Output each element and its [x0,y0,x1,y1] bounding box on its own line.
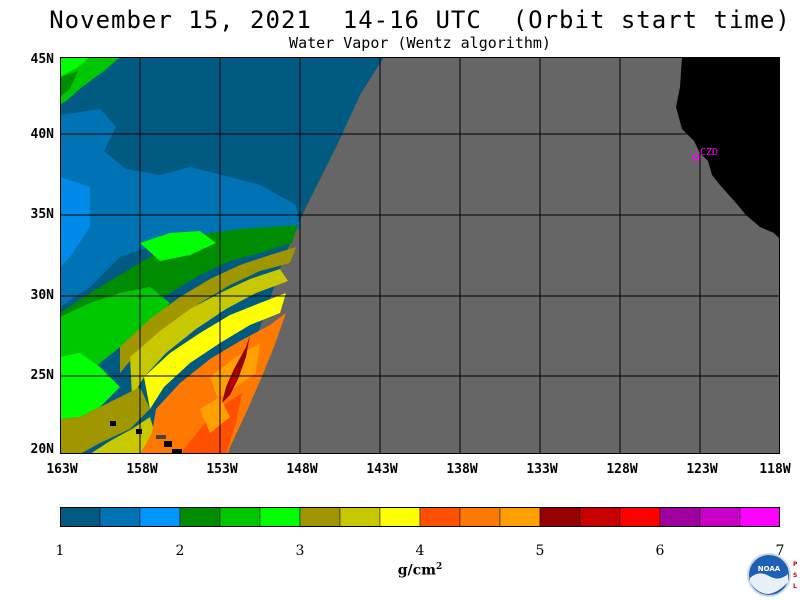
scale-tick-6: 6 [655,543,665,559]
color-scale-swatch [619,507,661,527]
lon-label-158w: 158W [126,462,158,477]
svg-text:S: S [793,572,797,579]
station-marker-czd: CZD [692,147,718,161]
map-title: November 15, 2021 14-16 UTC (Orbit start… [49,6,791,34]
noaa-logo: NOAA P S L [747,553,797,597]
lon-label-138w: 138W [446,462,478,477]
lon-label-133w: 133W [526,462,558,477]
lat-label-30n: 30N [30,288,54,303]
graticule [60,57,780,454]
map-subtitle: Water Vapor (Wentz algorithm) [289,34,551,52]
color-scale-swatch [259,507,301,527]
color-scale-swatch [139,507,181,527]
lon-label-123w: 123W [686,462,718,477]
scale-tick-4: 4 [415,543,425,559]
color-scale-swatch [379,507,421,527]
logo-text: NOAA [758,565,781,573]
color-scale-swatch [339,507,381,527]
color-scale-swatch [419,507,461,527]
color-scale-swatch [99,507,141,527]
lat-label-45n: 45N [30,52,54,67]
lat-label-35n: 35N [30,207,54,222]
lon-label-128w: 128W [606,462,638,477]
island [156,435,166,439]
station-label: CZD [700,147,718,158]
color-scale-swatch [179,507,221,527]
svg-text:P: P [793,561,797,568]
scale-tick-1: 1 [55,543,65,559]
water-vapor-map: CZD [60,57,780,454]
lon-label-163w: 163W [46,462,78,477]
lon-label-118w: 118W [759,462,791,477]
color-scale-swatch [739,507,780,527]
color-scale-swatch [299,507,341,527]
color-scale-swatch [539,507,581,527]
scale-tick-2: 2 [175,543,185,559]
island [136,429,142,434]
color-scale-swatch [219,507,261,527]
scale-tick-7: 7 [775,543,785,559]
scale-tick-3: 3 [295,543,305,559]
color-scale-swatch [459,507,501,527]
color-scale-swatch [499,507,541,527]
scale-tick-5: 5 [535,543,545,559]
island [172,449,182,454]
lon-label-153w: 153W [206,462,238,477]
island [164,441,172,447]
land-mass [676,57,780,239]
svg-text:L: L [793,583,797,590]
color-scale-swatch [699,507,741,527]
island [110,421,116,426]
lat-label-20n: 20N [30,442,54,457]
lat-label-40n: 40N [30,127,54,142]
color-scale-bar [60,507,780,527]
color-scale-swatch [579,507,621,527]
color-scale-swatch [60,507,101,527]
units-label: g/cm2 [397,562,443,579]
lon-label-143w: 143W [366,462,398,477]
lat-label-25n: 25N [30,368,54,383]
lon-label-148w: 148W [286,462,318,477]
color-scale-swatch [659,507,701,527]
